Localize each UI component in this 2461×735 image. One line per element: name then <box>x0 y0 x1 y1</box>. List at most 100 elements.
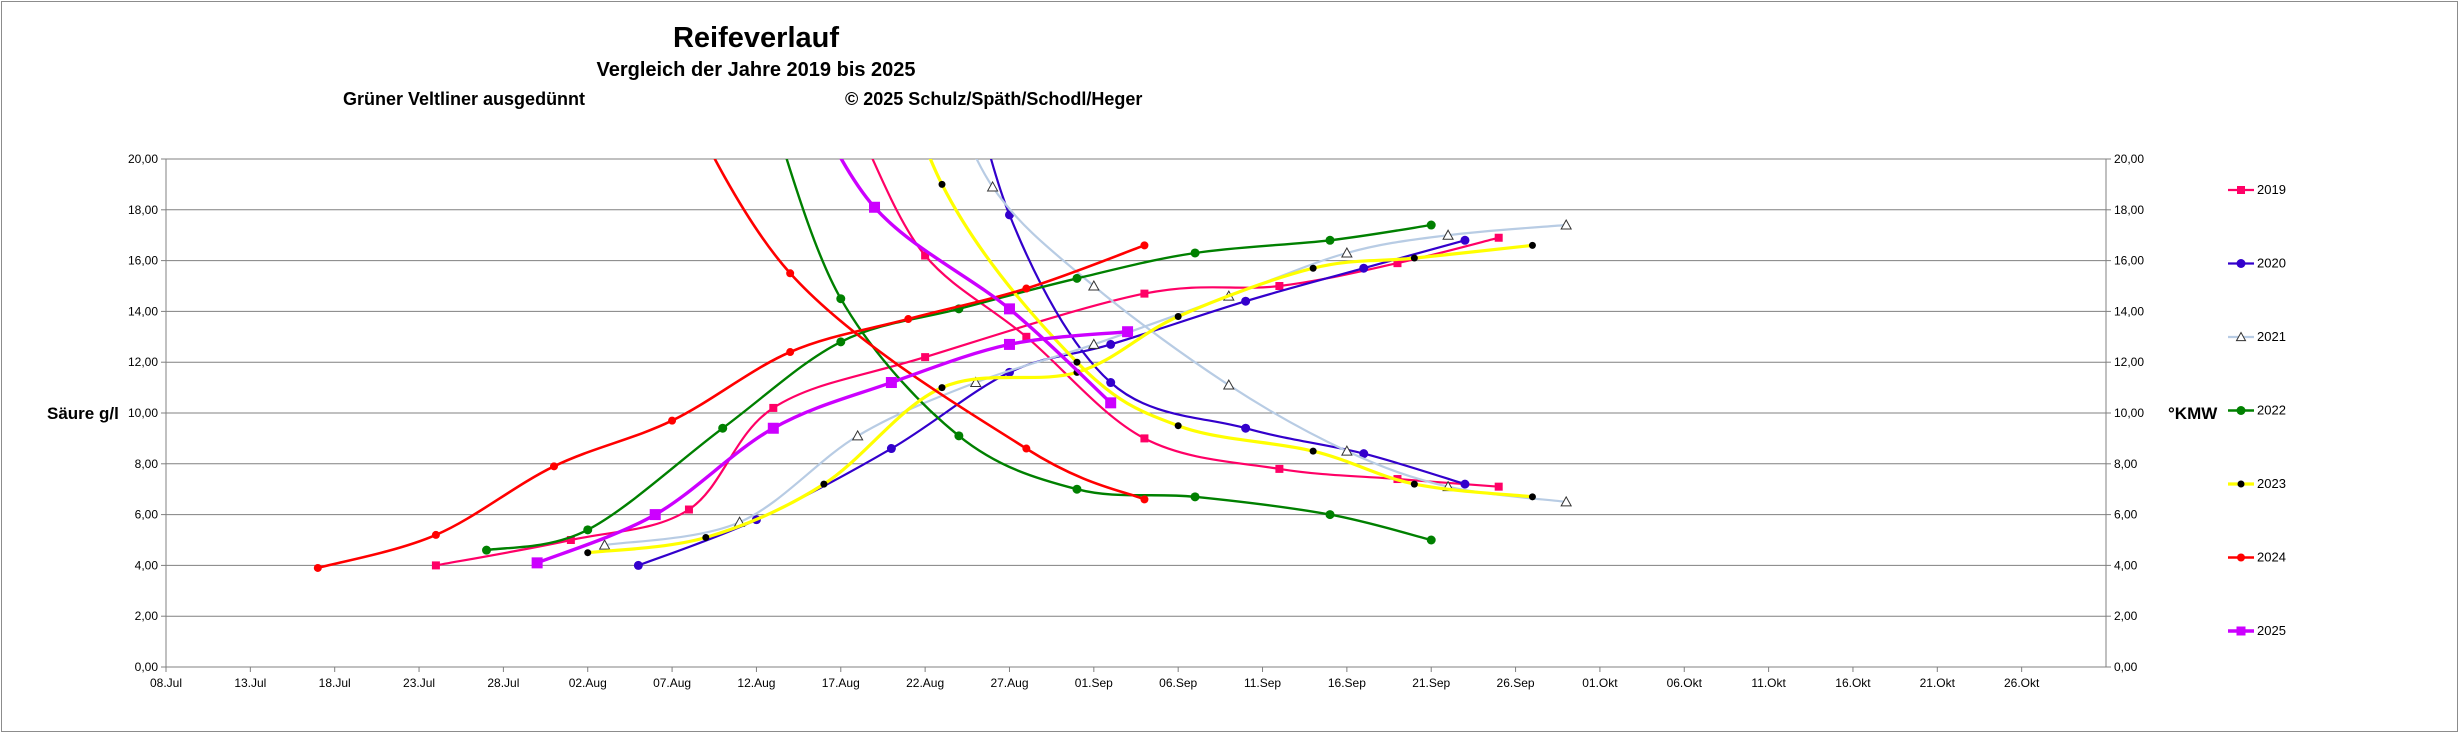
series-2022-kmw-line <box>486 223 1432 552</box>
y-tick-label-left: 18,00 <box>128 203 158 217</box>
series-2023-acid-point <box>1410 480 1418 488</box>
legend-label-2023: 2023 <box>2257 476 2286 491</box>
series-2023-kmw-point <box>1309 264 1317 272</box>
series-2022-acid-point <box>954 431 964 441</box>
series-2019-acid-point <box>921 251 930 260</box>
series-2021-kmw-point <box>1087 338 1100 349</box>
series-2024-acid-point <box>1140 495 1149 504</box>
y-tick-label-left: 16,00 <box>128 254 158 268</box>
y-tick-label-right: 4,00 <box>2114 558 2138 572</box>
series-2019-kmw-point <box>684 505 693 514</box>
series-2023-kmw-point <box>938 384 946 392</box>
legend-label-2024: 2024 <box>2257 550 2286 565</box>
series-2025-kmw-point <box>767 422 779 434</box>
series-2022-acid-point <box>1072 484 1082 494</box>
series-2019-kmw-point <box>1393 259 1402 268</box>
legend-marker-2023 <box>2237 480 2245 488</box>
series-2025-acid-point <box>1003 303 1015 315</box>
series-2020-acid-point <box>1460 479 1470 489</box>
x-tick-label: 26.Okt <box>2004 676 2040 690</box>
series-2023-acid-point <box>1528 493 1536 501</box>
legend-marker-2021 <box>2235 331 2247 342</box>
series-2021-kmw-point <box>1442 229 1454 240</box>
y-tick-label-right: 18,00 <box>2114 203 2144 217</box>
series-2025-kmw-line <box>536 330 1128 565</box>
series-2025-acid-line <box>839 159 1112 405</box>
y-tick-label-left: 10,00 <box>128 406 158 420</box>
copyright-note: © 2025 Schulz/Späth/Schodl/Heger <box>845 89 1143 109</box>
x-tick-label: 16.Okt <box>1835 676 1871 690</box>
series-2024-kmw-point <box>786 348 795 357</box>
series-2024-acid-line <box>713 159 1145 501</box>
series-2021-kmw-line <box>604 223 1567 547</box>
series-2022-kmw-point <box>1426 220 1436 230</box>
series-2019-acid-point <box>1022 332 1031 341</box>
series-2024-kmw-point <box>1140 241 1149 250</box>
series-2021-acid-point <box>1560 495 1573 507</box>
series-2025-kmw-point <box>1122 326 1134 338</box>
x-tick-label: 27.Aug <box>990 676 1028 690</box>
series-2021-kmw-point <box>1341 246 1353 258</box>
series-2024-kmw-point <box>1022 284 1031 293</box>
series-2023-kmw-point <box>1528 241 1536 249</box>
y-tick-label-right: 8,00 <box>2114 457 2138 471</box>
series-2020-acid-point <box>1359 449 1369 459</box>
chart-subtitle: Vergleich der Jahre 2019 bis 2025 <box>596 59 916 81</box>
series-2020-acid-point <box>1106 378 1116 388</box>
series-2021-acid-point <box>1341 445 1353 456</box>
series-2025-kmw-point <box>1003 338 1015 350</box>
series-2019-kmw-point <box>1140 289 1149 298</box>
x-tick-label: 23.Jul <box>403 676 435 690</box>
series-2023-acid-point <box>1073 358 1081 366</box>
x-tick-label: 17.Aug <box>822 676 860 690</box>
series-2019-acid-point <box>1275 464 1284 473</box>
x-tick-label: 02.Aug <box>569 676 607 690</box>
legend-marker-2020 <box>2236 259 2246 268</box>
series-2023-acid-line <box>928 159 1533 499</box>
series-2020-kmw-point <box>633 560 643 570</box>
series-2021-acid-line <box>975 159 1567 503</box>
series-2025-acid-point <box>869 201 881 213</box>
series-2022-kmw-point <box>836 337 846 347</box>
legend-label-2025: 2025 <box>2257 623 2286 638</box>
series-2022-kmw-point <box>482 545 492 555</box>
series-2019-kmw-point <box>769 403 778 412</box>
series-2022-acid-point <box>1190 492 1200 502</box>
legend-marker-2024 <box>2237 553 2245 562</box>
legend-label-2019: 2019 <box>2257 182 2286 197</box>
series-2020-kmw-point <box>886 444 896 454</box>
series-2021-kmw-point <box>851 429 864 441</box>
y-tick-label-left: 0,00 <box>135 660 159 674</box>
y-tick-label-left: 20,00 <box>128 152 158 166</box>
y-axis-right-label: °KMW <box>2168 404 2218 423</box>
x-tick-label: 12.Aug <box>737 676 775 690</box>
legend-label-2022: 2022 <box>2257 403 2286 418</box>
legend-label-2021: 2021 <box>2257 329 2286 344</box>
variety-note: Grüner Veltliner ausgedünnt <box>343 89 586 109</box>
series-2023-kmw-point <box>1174 312 1182 320</box>
x-tick-label: 06.Okt <box>1667 676 1703 690</box>
legend-label-2020: 2020 <box>2257 256 2286 271</box>
series-2020-kmw-point <box>1241 296 1251 306</box>
series-2024-kmw-point <box>431 530 440 539</box>
series-2019-acid-point <box>1140 434 1149 443</box>
series-2021-acid-point <box>986 180 999 192</box>
series-2024-kmw-point <box>313 563 322 572</box>
series-2024-acid-point <box>786 269 795 278</box>
series-2025-kmw-point <box>649 509 661 521</box>
series-2019-kmw-point <box>431 561 440 570</box>
series-2022-acid-point <box>836 294 846 304</box>
series-2022-kmw-point <box>1190 248 1200 258</box>
series-2022-kmw-point <box>718 423 728 433</box>
series-2019-kmw-point <box>1275 282 1284 290</box>
y-axis-left-label: Säure g/l <box>47 404 119 423</box>
series-2025-kmw-point <box>531 557 543 569</box>
series-2019-kmw-point <box>1494 233 1503 242</box>
y-tick-label-left: 8,00 <box>135 457 159 471</box>
series-group <box>313 159 1573 572</box>
series-2023-acid-point <box>1174 422 1182 430</box>
series-2020-kmw-point <box>1106 339 1116 349</box>
y-tick-label-right: 2,00 <box>2114 609 2138 623</box>
y-tick-label-right: 6,00 <box>2114 508 2138 522</box>
